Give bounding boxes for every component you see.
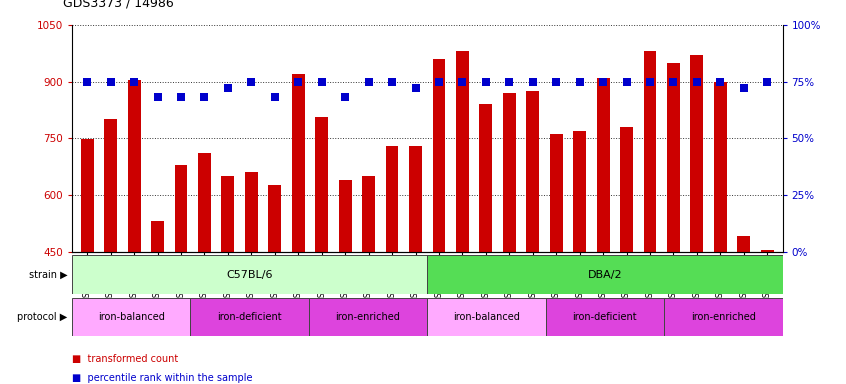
Text: protocol ▶: protocol ▶ (18, 312, 68, 322)
Point (432, 78, 446, 84)
Bar (550, 134, 563, 252)
Text: iron-enriched: iron-enriched (336, 312, 400, 322)
Point (573, 78, 586, 84)
Bar (738, 237, 750, 252)
Bar (244, 172, 258, 252)
Point (151, 94, 164, 101)
Text: GDS3373 / 14986: GDS3373 / 14986 (63, 0, 174, 10)
Text: iron-deficient: iron-deficient (573, 312, 637, 322)
Point (526, 78, 540, 84)
Point (479, 78, 492, 84)
Bar (620, 127, 633, 252)
Point (362, 78, 376, 84)
Point (104, 78, 118, 84)
Bar (761, 250, 774, 252)
Point (667, 78, 680, 84)
Point (174, 94, 188, 101)
Bar (432, 59, 445, 252)
Text: ■  percentile rank within the sample: ■ percentile rank within the sample (72, 373, 252, 383)
Bar (526, 91, 539, 252)
Bar (427, 298, 546, 336)
Bar (128, 80, 140, 252)
Point (80, 78, 94, 84)
Point (456, 78, 470, 84)
Point (737, 85, 750, 91)
Point (244, 78, 258, 84)
Point (338, 94, 352, 101)
Text: iron-deficient: iron-deficient (217, 312, 282, 322)
Bar (151, 221, 164, 252)
Point (292, 78, 305, 84)
Bar (690, 55, 703, 252)
Bar (198, 153, 211, 252)
Bar (480, 104, 492, 252)
Bar (316, 118, 328, 252)
Bar (72, 255, 427, 294)
Point (221, 85, 234, 91)
Bar (386, 146, 398, 252)
Bar (574, 131, 586, 252)
Bar (456, 51, 469, 252)
Bar (72, 298, 190, 336)
Text: iron-balanced: iron-balanced (453, 312, 520, 322)
Text: C57BL/6: C57BL/6 (227, 270, 272, 280)
Text: iron-enriched: iron-enriched (691, 312, 755, 322)
Bar (174, 165, 188, 252)
Point (761, 78, 774, 84)
Point (315, 78, 328, 84)
Text: DBA/2: DBA/2 (588, 270, 622, 280)
Bar (409, 146, 422, 252)
Point (385, 78, 398, 84)
Point (503, 78, 516, 84)
Bar (292, 74, 305, 252)
Bar (667, 63, 680, 252)
Bar (190, 298, 309, 336)
Point (268, 94, 282, 101)
Bar (546, 298, 664, 336)
Point (409, 85, 422, 91)
Bar (503, 93, 516, 252)
Point (690, 78, 704, 84)
Point (620, 78, 634, 84)
Bar (714, 81, 727, 252)
Bar (362, 176, 375, 252)
Point (596, 78, 610, 84)
Point (549, 78, 563, 84)
Bar (338, 180, 352, 252)
Text: strain ▶: strain ▶ (29, 270, 68, 280)
Bar (664, 298, 783, 336)
Bar (427, 255, 783, 294)
Point (127, 78, 140, 84)
Bar (268, 185, 281, 252)
Text: ■  transformed count: ■ transformed count (72, 354, 179, 364)
Point (643, 78, 656, 84)
Bar (644, 51, 656, 252)
Bar (104, 119, 117, 252)
Bar (222, 176, 234, 252)
Point (714, 78, 728, 84)
Bar (596, 78, 610, 252)
Point (198, 94, 212, 101)
Text: iron-balanced: iron-balanced (97, 312, 165, 322)
Bar (309, 298, 427, 336)
Bar (80, 139, 94, 252)
